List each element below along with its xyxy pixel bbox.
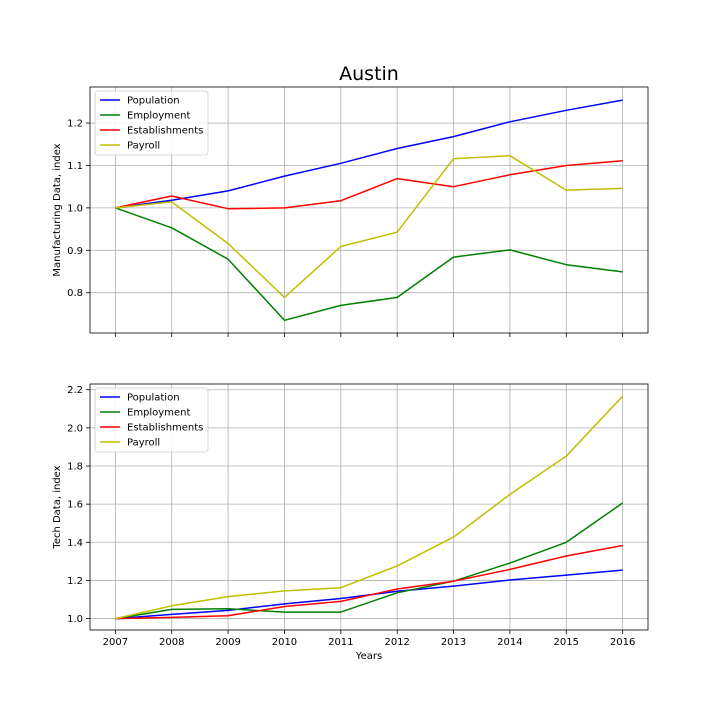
x-tick-label: 2012 [384, 637, 409, 648]
legend: Population Employment Establishments Payrol… [94, 90, 209, 156]
y-tick-label: 1.2 [67, 576, 83, 587]
x-tick-label: 2013 [441, 637, 466, 648]
y-tick-label: 1.4 [67, 538, 83, 549]
y-axis-label: Manufacturing Data, index [52, 143, 63, 276]
x-tick-label: 2014 [497, 637, 522, 648]
y-tick-label: 1.0 [67, 203, 83, 214]
plot-2: 2007 2008 2009 2010 2011 2012 2013 2014 2015 2016… [52, 383, 649, 662]
x-tick-label: 2009 [215, 637, 240, 648]
series-line-establishments [115, 160, 623, 210]
x-axis-label: Years [355, 651, 382, 662]
legend-label: Employment [127, 111, 190, 122]
x-tick-label: 2008 [159, 637, 184, 648]
legend-label: Payroll [127, 438, 160, 449]
legend-label: Payroll [127, 141, 160, 152]
series-line-employment [115, 207, 623, 322]
series-line-establishments [115, 544, 623, 620]
legend-label: Establishments [127, 126, 203, 137]
legend-box [94, 387, 209, 453]
chart-title: Austin [339, 63, 399, 85]
series-line-population [115, 99, 623, 209]
series-line-employment [115, 502, 624, 620]
legend-box [94, 90, 209, 156]
legend-label: Establishments [127, 423, 203, 434]
y-axis-label: Tech Data, index [52, 465, 63, 549]
x-tick-label: 2007 [103, 637, 128, 648]
y-tick-label: 1.6 [67, 500, 83, 511]
x-tick-label: 2010 [272, 637, 297, 648]
legend: Population Employment Establishments Payrol… [94, 387, 209, 453]
x-tick-label: 2011 [328, 637, 353, 648]
legend-label: Population [127, 96, 180, 107]
y-tick-label: 1.1 [67, 161, 83, 172]
legend-label: Employment [127, 408, 190, 419]
axes-frame [89, 86, 649, 334]
axes-frame [89, 383, 649, 631]
x-tick-label: 2016 [610, 637, 635, 648]
series-line-payroll [115, 395, 624, 620]
y-tick-label: 0.9 [67, 246, 83, 257]
series-line-payroll [115, 154, 623, 299]
y-tick-label: 1.0 [67, 614, 83, 625]
y-tick-label: 0.8 [67, 288, 83, 299]
plot-1: 0.8 0.9 1.0 1.1 1.2 Population Employment Estab… [52, 63, 649, 337]
y-tick-label: 2.0 [67, 423, 83, 434]
y-tick-label: 1.2 [67, 119, 83, 130]
legend-label: Population [127, 393, 180, 404]
y-tick-label: 1.8 [67, 462, 83, 473]
y-tick-label: 2.2 [67, 385, 83, 396]
x-tick-label: 2015 [554, 637, 579, 648]
